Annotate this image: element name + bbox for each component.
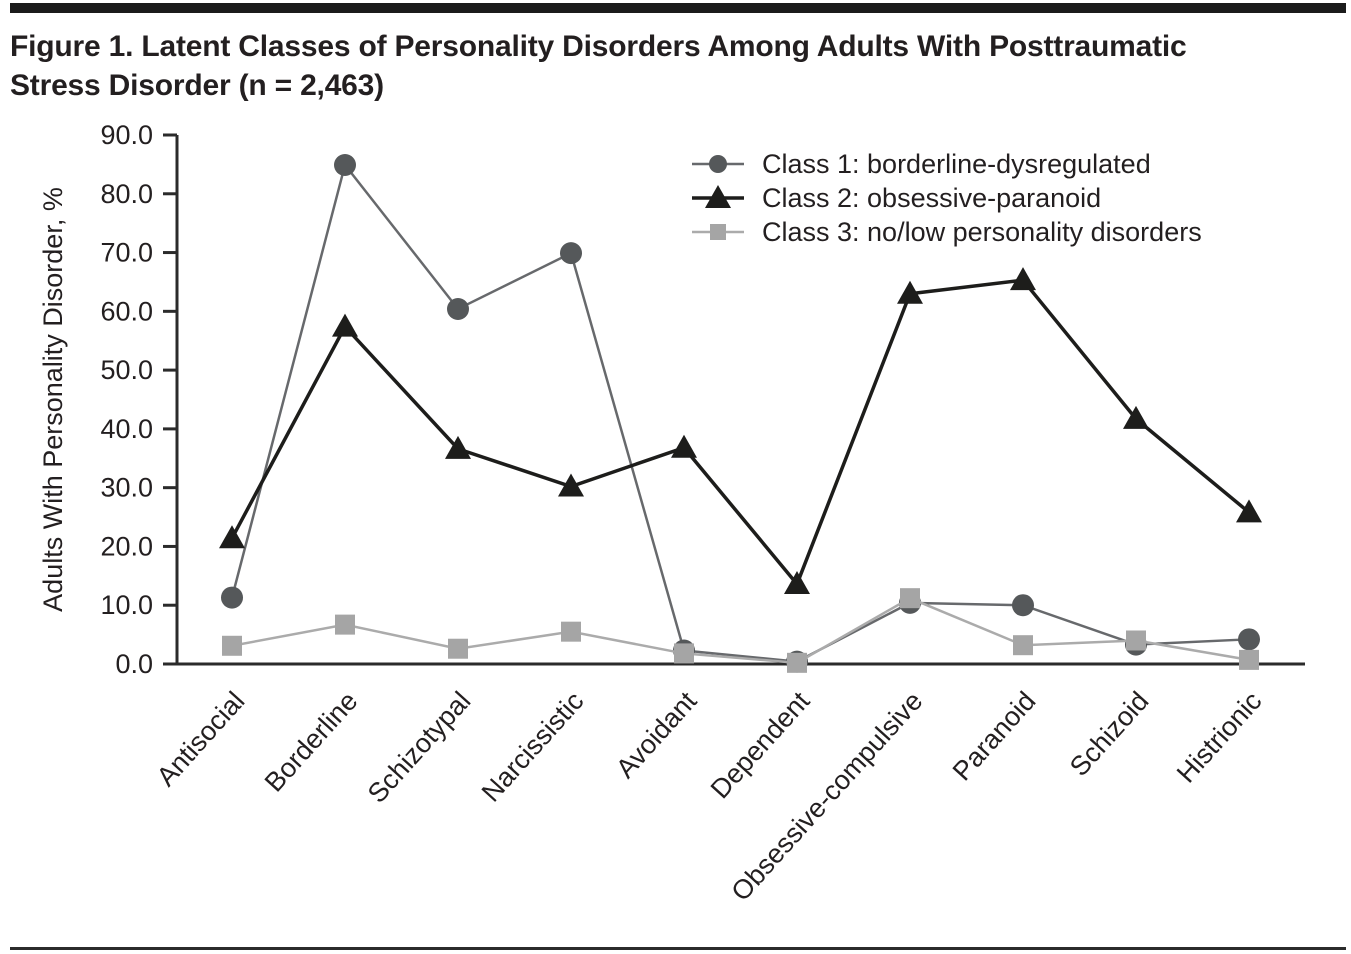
triangle-marker xyxy=(558,473,584,497)
triangle-marker xyxy=(1123,405,1149,429)
figure-title-line2: Stress Disorder (n = 2,463) xyxy=(10,69,384,102)
triangle-marker xyxy=(784,571,810,595)
y-tick-label: 0.0 xyxy=(115,649,153,679)
square-marker xyxy=(1126,630,1146,651)
square-marker xyxy=(222,635,242,656)
square-marker xyxy=(900,588,920,609)
series-line xyxy=(230,162,1250,663)
legend-item: Class 2: obsessive-paranoid xyxy=(692,183,1101,213)
square-marker xyxy=(561,621,581,642)
top-divider-bar xyxy=(10,3,1346,13)
y-tick-label: 10.0 xyxy=(100,590,153,620)
x-tick-label: Borderline xyxy=(259,686,364,798)
x-tick-label: Antisocial xyxy=(151,686,251,792)
legend-item: Class 3: no/low personality disorders xyxy=(692,217,1202,247)
series-2 xyxy=(219,267,1262,595)
square-marker xyxy=(1013,635,1033,656)
square-marker xyxy=(674,643,694,664)
legend-item: Class 1: borderline-dysregulated xyxy=(692,149,1151,179)
series-line xyxy=(231,596,1250,665)
triangle-marker xyxy=(671,434,697,458)
y-tick-label: 30.0 xyxy=(100,473,153,503)
circle-marker xyxy=(1238,628,1260,651)
triangle-marker xyxy=(1010,267,1036,291)
y-tick-label: 50.0 xyxy=(100,355,153,385)
series-3 xyxy=(222,588,1259,673)
triangle-marker xyxy=(897,280,923,304)
y-tick-label: 90.0 xyxy=(100,120,153,150)
y-tick-label: 70.0 xyxy=(100,238,153,268)
x-tick-label: Schizoid xyxy=(1064,686,1155,782)
triangle-marker xyxy=(445,435,471,459)
square-marker xyxy=(448,638,468,659)
circle-marker xyxy=(709,155,727,173)
triangle-marker xyxy=(332,313,358,337)
figure-title-line1: Figure 1. Latent Classes of Personality … xyxy=(10,30,1187,63)
x-tick-label: Dependent xyxy=(705,686,816,805)
triangle-marker xyxy=(705,185,731,208)
square-marker xyxy=(335,614,355,635)
circle-marker xyxy=(447,297,469,320)
y-tick-label: 60.0 xyxy=(100,296,153,326)
circle-marker xyxy=(334,153,356,176)
triangle-marker xyxy=(1236,499,1262,523)
legend-label: Class 2: obsessive-paranoid xyxy=(762,183,1101,213)
x-tick-label: Avoidant xyxy=(610,686,703,784)
circle-marker xyxy=(1012,594,1034,617)
series-line xyxy=(230,278,1251,588)
legend-label: Class 3: no/low personality disorders xyxy=(762,217,1202,247)
square-marker xyxy=(1239,649,1259,670)
bottom-divider-line xyxy=(10,947,1346,950)
x-tick-label: Histrionic xyxy=(1171,686,1268,789)
x-tick-label: Schizotypal xyxy=(362,686,477,809)
x-tick-label: Narcissistic xyxy=(476,686,590,808)
triangle-marker xyxy=(219,525,245,549)
square-marker xyxy=(710,224,726,240)
legend-label: Class 1: borderline-dysregulated xyxy=(762,149,1151,179)
x-tick-label: Obsessive-compulsive xyxy=(725,686,928,907)
circle-marker xyxy=(221,586,243,609)
circle-marker xyxy=(560,242,582,265)
y-axis-ticks: 0.0 10.0 20.0 30.0 40.0 50.0 60.0 70.0 80.0 90.0 xyxy=(100,120,177,679)
x-tick-label: Paranoid xyxy=(947,686,1042,786)
legend: Class 1: borderline-dysregulated Class 2:… xyxy=(692,149,1202,247)
y-tick-label: 80.0 xyxy=(100,179,153,209)
y-tick-label: 40.0 xyxy=(100,414,153,444)
figure-title: Figure 1. Latent Classes of Personality … xyxy=(10,27,1346,105)
square-marker xyxy=(787,652,807,673)
y-tick-label: 20.0 xyxy=(100,531,153,561)
y-axis-title: Adults With Personality Disorder, % xyxy=(38,187,68,612)
